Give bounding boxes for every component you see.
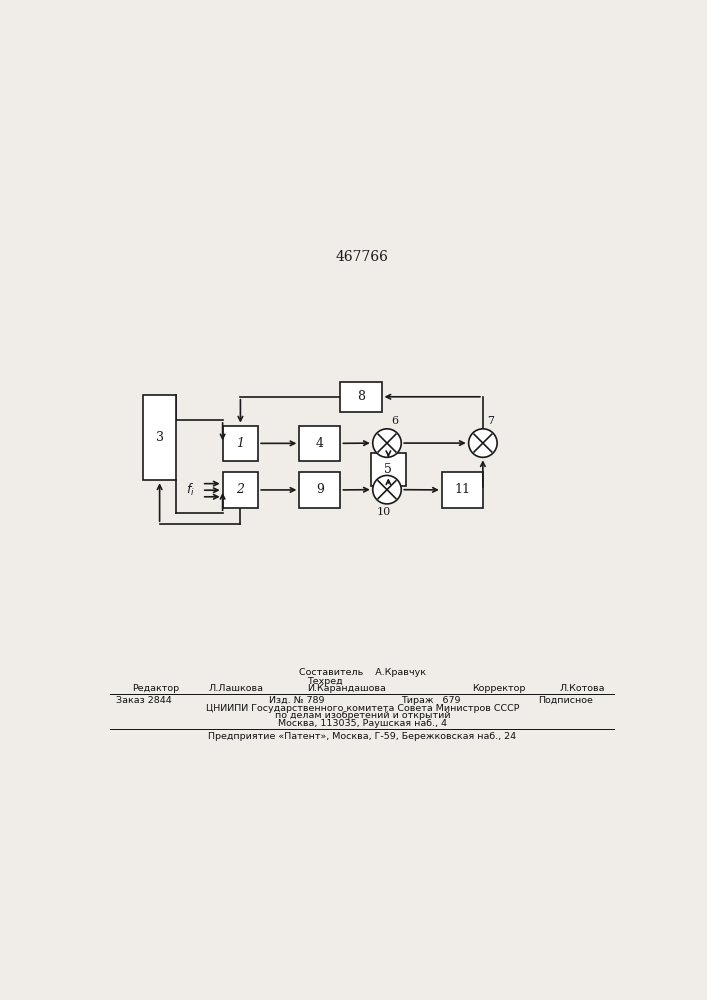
Text: $f_i$: $f_i$ [187, 482, 195, 498]
Text: Подписное: Подписное [538, 696, 592, 705]
Text: 4: 4 [316, 437, 324, 450]
Text: 8: 8 [357, 390, 365, 403]
Bar [370, 453, 407, 486]
Text: по делам изобретений и открытий: по делам изобретений и открытий [274, 711, 450, 720]
Text: Москва, 113035, Раушская наб., 4: Москва, 113035, Раушская наб., 4 [278, 719, 447, 728]
Text: Тираж   679: Тираж 679 [401, 696, 460, 705]
Text: Л.Котова: Л.Котова [560, 684, 605, 693]
Circle shape [373, 429, 402, 457]
Text: И.Карандашова: И.Карандашова [308, 684, 387, 693]
Bar [144, 395, 176, 480]
Bar [299, 472, 341, 508]
Text: 1: 1 [236, 437, 245, 450]
Circle shape [469, 429, 497, 457]
Text: Техред: Техред [308, 677, 343, 686]
Text: 10: 10 [377, 507, 391, 517]
Bar [442, 472, 483, 508]
Text: 467766: 467766 [336, 250, 389, 264]
Text: 9: 9 [316, 483, 324, 496]
Text: ЦНИИПИ Государственного комитета Совета Министров СССР: ЦНИИПИ Государственного комитета Совета … [206, 704, 519, 713]
Bar [341, 382, 382, 412]
Text: 5: 5 [385, 463, 392, 476]
Circle shape [373, 475, 402, 504]
Text: Л.Лашкова: Л.Лашкова [209, 684, 264, 693]
Text: Предприятие «Патент», Москва, Г-59, Бережковская наб., 24: Предприятие «Патент», Москва, Г-59, Бере… [209, 732, 516, 741]
Text: 3: 3 [156, 431, 163, 444]
Text: Изд. № 789: Изд. № 789 [269, 696, 325, 705]
Text: Составитель    А.Кравчук: Составитель А.Кравчук [299, 668, 426, 677]
Text: Заказ 2844: Заказ 2844 [116, 696, 172, 705]
Text: Редактор: Редактор [132, 684, 180, 693]
Text: 7: 7 [487, 416, 494, 426]
Text: Корректор: Корректор [472, 684, 525, 693]
Text: 2: 2 [236, 483, 245, 496]
Text: 11: 11 [455, 483, 470, 496]
Bar [223, 426, 258, 461]
Bar [299, 426, 341, 461]
Bar [223, 472, 258, 508]
Text: 6: 6 [391, 416, 398, 426]
